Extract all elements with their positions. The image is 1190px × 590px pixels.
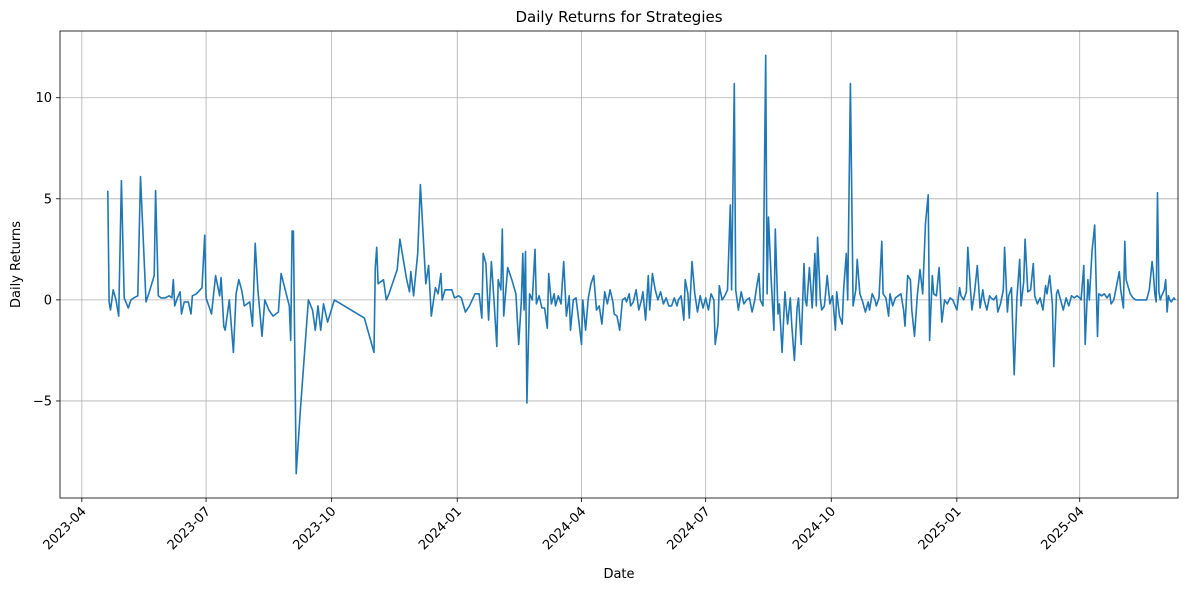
x-tick-label: 2024-01 — [416, 504, 465, 553]
y-tick-label: 5 — [44, 192, 52, 207]
x-tick-label: 2023-04 — [41, 504, 90, 553]
y-tick-label: 10 — [35, 91, 52, 106]
series-line-daily-returns — [107, 54, 1176, 475]
x-axis: 2023-04 2023-07 2023-10 2024-01 2024-04 2024-… — [41, 498, 1088, 553]
y-axis-title: Daily Returns — [9, 221, 24, 308]
x-tick-label: 2024-04 — [540, 504, 589, 553]
x-tick-label: 2023-07 — [165, 504, 214, 553]
x-axis-title: Date — [603, 567, 634, 582]
y-tick-label: −5 — [33, 394, 52, 409]
y-axis: −5 0 5 10 — [33, 91, 60, 409]
x-tick-label: 2023-10 — [290, 504, 339, 553]
x-tick-label: 2025-04 — [1039, 504, 1088, 553]
x-tick-label: 2024-07 — [664, 504, 713, 553]
chart-title: Daily Returns for Strategies — [515, 8, 722, 26]
y-tick-label: 0 — [44, 293, 52, 308]
x-tick-label: 2025-01 — [916, 504, 965, 553]
axes-frame — [59, 30, 1179, 499]
grid — [60, 31, 1178, 498]
x-tick-label: 2024-10 — [790, 504, 839, 553]
